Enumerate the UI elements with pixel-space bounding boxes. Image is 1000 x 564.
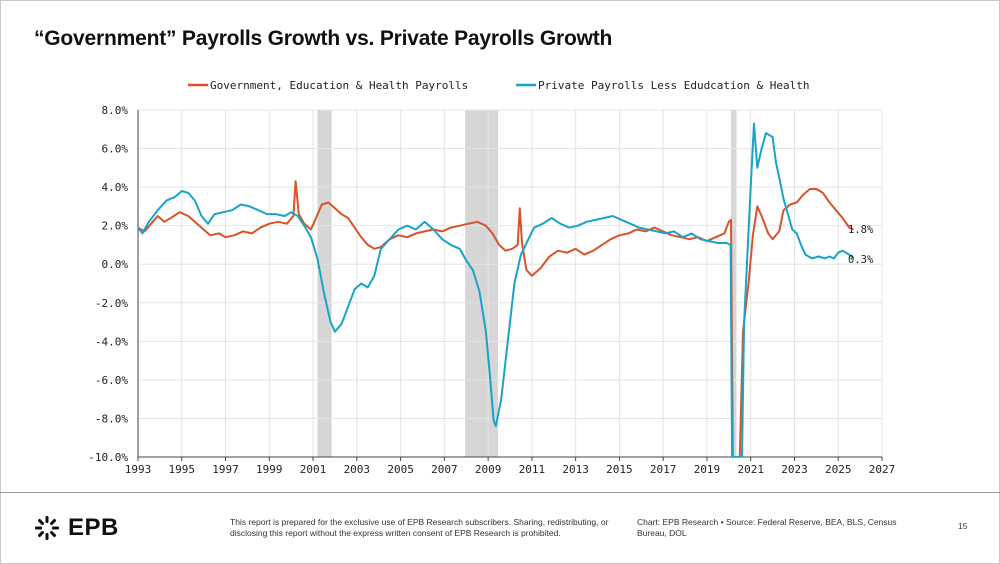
series-end-label: 1.8% (848, 224, 874, 236)
x-tick-label: 2023 (781, 463, 808, 476)
x-axis: 1993 1995 1997 1999 2001 2003 2005 2007 2009 2011… (125, 457, 896, 476)
logo-text: EPB (68, 514, 119, 541)
end-labels: 1.8% 0.3% (848, 224, 874, 266)
recession-band (317, 110, 332, 457)
y-tick-label: -6.0% (95, 374, 128, 387)
chart: 8.0% 6.0% 4.0% 2.0% 0.0% -2.0% -4.0% -6.0% -8.0%… (88, 79, 896, 476)
recession-bands (317, 110, 737, 457)
x-tick-label: 2013 (562, 463, 589, 476)
x-tick-label: 2003 (344, 463, 371, 476)
x-tick-label: 2021 (737, 463, 764, 476)
x-tick-label: 1997 (212, 463, 239, 476)
footer-divider (0, 492, 1000, 493)
x-tick-label: 2015 (606, 463, 633, 476)
y-tick-label: 8.0% (102, 104, 129, 117)
x-tick-label: 1999 (256, 463, 283, 476)
x-tick-label: 2001 (300, 463, 327, 476)
disclaimer-text: This report is prepared for the exclusiv… (230, 517, 609, 538)
x-tick-label: 2019 (694, 463, 721, 476)
bullet-separator: • (720, 517, 726, 527)
y-tick-label: -4.0% (95, 335, 128, 348)
epb-logo: EPB (34, 514, 119, 542)
x-tick-label: 2007 (431, 463, 458, 476)
legend: Government, Education & Health Payrolls P… (188, 79, 810, 92)
government-payrolls-line (138, 180, 854, 457)
y-tick-label: 4.0% (102, 181, 129, 194)
series-lines (138, 122, 855, 457)
chart-credit: Chart: EPB Research (637, 517, 719, 527)
private-payrolls-line (138, 122, 855, 457)
page-number: 15 (958, 521, 968, 531)
y-tick-label: 2.0% (102, 220, 129, 233)
x-tick-label: 2009 (475, 463, 502, 476)
x-tick-label: 2027 (869, 463, 896, 476)
y-tick-label: -2.0% (95, 297, 128, 310)
page-title: “Government” Payrolls Growth vs. Private… (34, 27, 613, 50)
x-tick-label: 1993 (125, 463, 152, 476)
source-note: Chart: EPB Research • Source: Federal Re… (637, 517, 907, 539)
x-tick-label: 2011 (519, 463, 546, 476)
series-end-label: 0.3% (848, 254, 874, 266)
x-tick-label: 2005 (387, 463, 414, 476)
y-axis: 8.0% 6.0% 4.0% 2.0% 0.0% -2.0% -4.0% -6.0% -8.0%… (88, 104, 128, 464)
x-tick-label: 2025 (825, 463, 852, 476)
legend-label: Private Payrolls Less Edudcation & Healt… (538, 79, 810, 92)
x-tick-label: 1995 (169, 463, 196, 476)
x-tick-label: 2017 (650, 463, 677, 476)
gridlines (137, 109, 883, 458)
source-text: Source: Federal Reserve, BEA, BLS, Censu… (637, 517, 897, 538)
y-tick-label: -8.0% (95, 412, 128, 425)
y-tick-label: -10.0% (88, 451, 128, 464)
epb-burst-icon (35, 516, 59, 540)
y-tick-label: 6.0% (102, 143, 129, 156)
legend-label: Government, Education & Health Payrolls (210, 79, 468, 92)
recession-band (731, 110, 737, 457)
y-tick-label: 0.0% (102, 258, 129, 271)
